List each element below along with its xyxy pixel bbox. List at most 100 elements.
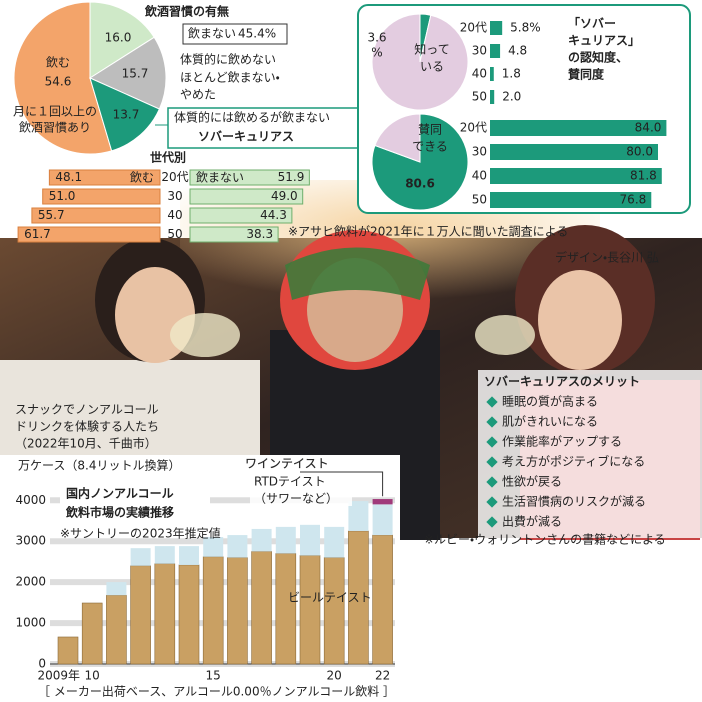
bar: [490, 192, 652, 208]
photo-caption: （2022年10月、千曲市）: [15, 437, 157, 451]
bar: [31, 207, 161, 224]
bullet: [486, 516, 498, 528]
slice-value: 3.6: [367, 31, 386, 45]
bar: [189, 169, 310, 186]
bar-segment: [372, 504, 393, 536]
bar-segment: [57, 636, 79, 665]
bar-segment: [299, 555, 321, 665]
bar: [42, 188, 161, 205]
value-label: 84.0: [635, 121, 662, 135]
merit-item: 作業能率がアップする: [502, 434, 622, 449]
bar-segment: [106, 582, 127, 596]
y-tick-label: 2000: [15, 575, 46, 589]
slice-label: 飲む: [46, 55, 70, 70]
slice-value: 16.0: [105, 31, 132, 45]
bar-segment: [227, 557, 248, 665]
bar-segment: [106, 594, 127, 665]
chart-title: 飲酒習慣の有無: [144, 4, 229, 19]
pie-slice: [371, 13, 469, 111]
pie-slice: [13, 1, 113, 155]
bar: [490, 90, 495, 104]
slice-label: 体質的に飲めない: [180, 52, 276, 67]
value-label: 2.0: [502, 90, 521, 104]
slice-value: %: [371, 46, 382, 60]
category-label: 30: [472, 145, 487, 159]
category-label: 40: [472, 67, 487, 81]
bar-segment: [178, 564, 200, 665]
source-note: ※ルビー・ウォリントンさんの書籍などによる: [424, 532, 666, 547]
merits-title: ソバーキュリアスのメリット: [484, 375, 640, 389]
pie-slice: [89, 1, 155, 79]
value-label: 44.3: [260, 208, 287, 222]
merit-item: 出費が減る: [502, 514, 562, 529]
merit-item: 考え方がポジティブになる: [502, 454, 645, 469]
bar-segment: [251, 528, 272, 552]
series-name: 飲む: [130, 170, 154, 185]
slice-label: 体質的には飲めるが飲まない: [174, 110, 330, 125]
category-label: 30: [167, 189, 182, 203]
bar: [189, 226, 279, 243]
bar: [490, 144, 658, 160]
merit-item: 肌がきれいになる: [502, 414, 598, 429]
x-tick-label: 22: [375, 669, 390, 683]
value-label: 48.1: [55, 170, 82, 184]
category-label: 20代: [460, 121, 487, 135]
bar-segment: [154, 563, 176, 665]
series-label: ワインテイスト: [245, 457, 329, 471]
bullet: [486, 476, 498, 488]
pie-note: 月に１回以上の: [13, 105, 97, 119]
y-axis-label: 万ケース（8.4リットル換算）: [18, 458, 181, 473]
category-label: 30: [472, 44, 487, 58]
bar: [189, 188, 304, 205]
bar-segment: [179, 546, 199, 565]
bar-segment: [372, 534, 393, 665]
photo-caption: スナックでノンアルコール: [15, 403, 159, 417]
bullet: [486, 436, 498, 448]
slice-label: ほとんど飲まない・: [180, 70, 280, 85]
photo-credit: デザイン・長谷川 弘: [555, 250, 659, 265]
category-label: 50: [472, 193, 487, 207]
bar-segment: [348, 501, 369, 531]
x-tick-label: 20: [327, 669, 342, 683]
bar-segment: [275, 553, 297, 665]
panel-title: 「ソバー: [568, 16, 616, 31]
pie-note: 飲酒習慣あり: [19, 120, 91, 135]
bar-segment: [251, 551, 272, 665]
y-tick-label: 0: [38, 657, 46, 671]
slice-label: 賛同: [418, 123, 442, 137]
bar-segment: [130, 548, 151, 566]
bullet: [486, 416, 498, 428]
value-label: 51.0: [49, 189, 76, 203]
value-label: 38.3: [246, 227, 273, 241]
slice-value: 13.7: [113, 108, 140, 122]
bar: [189, 207, 293, 224]
pie-slice: [374, 113, 421, 163]
y-tick-label: 3000: [15, 534, 46, 548]
merit-item: 性欲が戻る: [502, 474, 562, 489]
value-label: 61.7: [24, 227, 51, 241]
chart-title: 飲料市場の実績推移: [65, 505, 174, 520]
category-label: 40: [472, 169, 487, 183]
chart-note: ※サントリーの2023年推定値: [60, 526, 221, 541]
slice-label: いる: [420, 60, 444, 74]
slice-value: 54.6: [45, 75, 72, 89]
bar: [17, 226, 161, 243]
bullet: [486, 396, 498, 408]
group-box: [182, 23, 288, 45]
title-box: [60, 484, 210, 526]
slice-label: やめた: [180, 88, 216, 102]
bar-segment: [372, 499, 393, 505]
bar: [490, 168, 662, 184]
value-label: 1.8: [502, 67, 521, 81]
bar: [490, 120, 667, 136]
group-total: 45.4%: [238, 27, 276, 41]
pie-slice: [371, 113, 469, 211]
bullet: [486, 456, 498, 468]
x-tick-label: 15: [206, 669, 221, 683]
value-label: 81.8: [630, 169, 657, 183]
series-label: ビールテイスト: [288, 591, 372, 605]
bar-segment: [154, 546, 175, 564]
category-label: 50: [472, 90, 487, 104]
